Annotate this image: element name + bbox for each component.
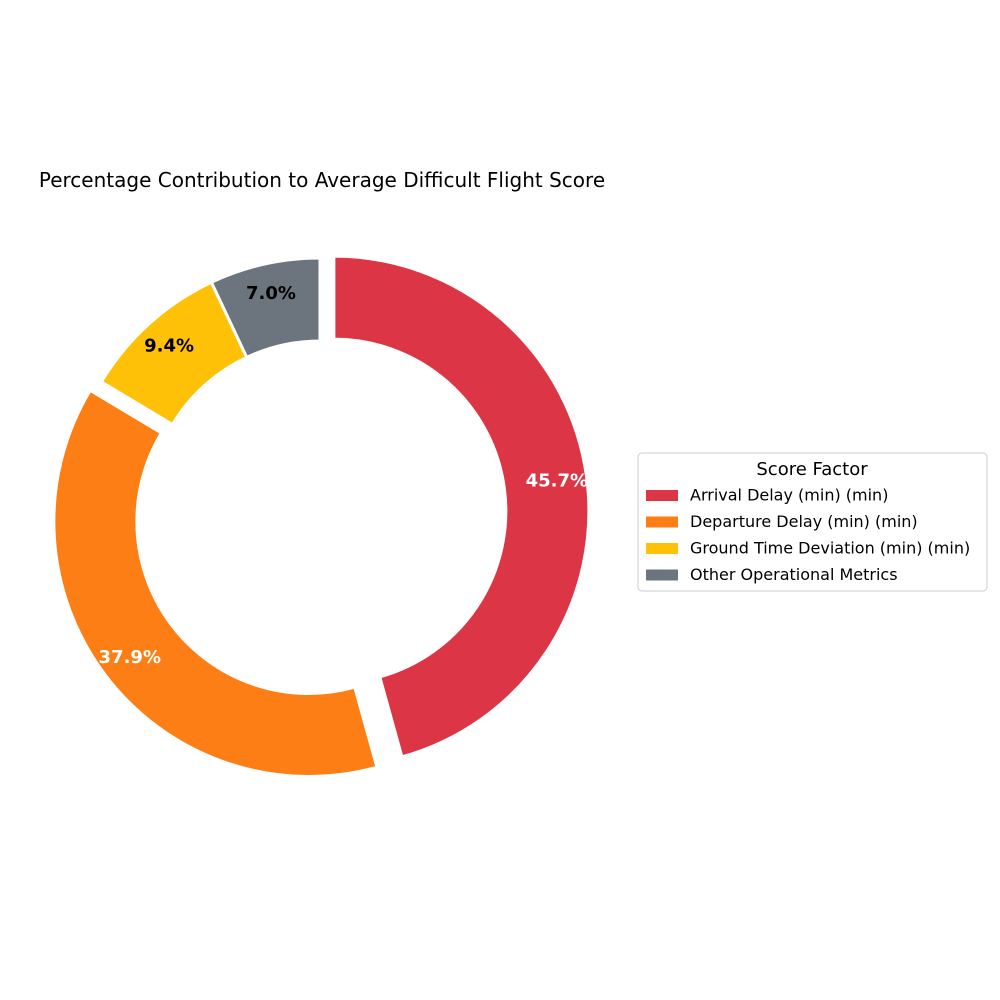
percentage-labels: 45.7% 37.9% 9.4% 7.0% (99, 283, 588, 668)
legend-title: Score Factor (756, 459, 868, 480)
legend-box (637, 452, 988, 592)
slice-arrival-delay-min-min (332, 254, 591, 759)
slice-percentage-label: 9.4% (144, 336, 194, 357)
slice-departure-delay-min-min (52, 388, 379, 778)
slice-other-operational-metrics (209, 256, 322, 360)
legend-swatch (646, 543, 678, 554)
legend: Score Factor Arrival Delay (min) (min) De… (637, 452, 988, 592)
legend-items: Arrival Delay (min) (min) Departure Delay… (646, 486, 970, 584)
slice-percentage-label: 45.7% (526, 470, 588, 491)
legend-label: Ground Time Deviation (min) (min) (690, 539, 970, 558)
legend-label: Other Operational Metrics (690, 565, 898, 584)
legend-swatch (646, 569, 678, 581)
legend-swatch (646, 490, 678, 501)
legend-label: Arrival Delay (min) (min) (690, 486, 888, 505)
legend-swatch (646, 516, 678, 528)
slice-percentage-label: 37.9% (99, 647, 161, 668)
slice-percentage-label: 7.0% (246, 283, 296, 304)
chart-title: Percentage Contribution to Average Diffi… (39, 168, 605, 192)
donut-slices (52, 254, 591, 778)
legend-label: Departure Delay (min) (min) (690, 512, 918, 531)
